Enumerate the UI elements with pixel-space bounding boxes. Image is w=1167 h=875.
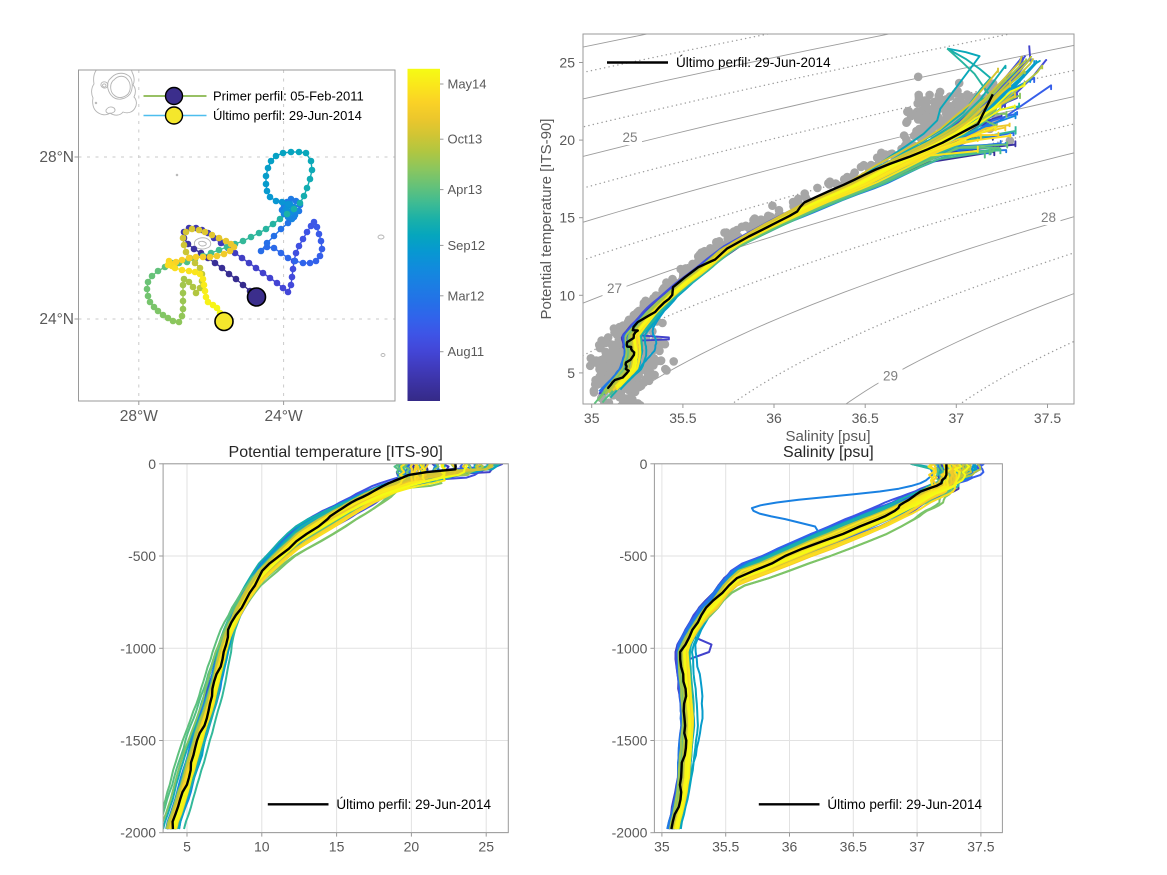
svg-text:35: 35 [584,410,600,426]
svg-text:20: 20 [559,132,575,148]
svg-text:-2000: -2000 [612,825,648,841]
svg-text:24°W: 24°W [265,408,303,425]
svg-text:-2000: -2000 [120,825,156,841]
svg-text:Salinity [psu]: Salinity [psu] [785,428,870,445]
svg-text:Aug11: Aug11 [448,344,485,359]
svg-text:Último perfil: 29-Jun-2014: Último perfil: 29-Jun-2014 [213,108,362,123]
svg-text:25: 25 [622,130,637,145]
svg-text:Último perfil: 29-Jun-2014: Último perfil: 29-Jun-2014 [827,797,982,812]
svg-text:Primer perfil: 05-Feb-2011: Primer perfil: 05-Feb-2011 [213,89,364,104]
svg-text:Potential temperature [ITS-90]: Potential temperature [ITS-90] [229,444,443,461]
svg-text:15: 15 [329,839,345,855]
svg-text:25: 25 [478,839,494,855]
svg-text:36.5: 36.5 [840,839,867,855]
svg-text:Último perfil: 29-Jun-2014: Último perfil: 29-Jun-2014 [336,797,491,812]
svg-text:Oct13: Oct13 [448,132,483,147]
svg-text:Potential temperature [ITS-90]: Potential temperature [ITS-90] [538,119,555,320]
svg-text:37.5: 37.5 [967,839,994,855]
svg-text:28°W: 28°W [120,408,158,425]
svg-text:25: 25 [559,55,575,71]
svg-text:5: 5 [567,365,575,381]
svg-text:36: 36 [782,839,798,855]
svg-text:15: 15 [559,210,575,226]
svg-text:5: 5 [183,839,191,855]
svg-text:Apr13: Apr13 [448,182,483,197]
svg-text:37: 37 [949,410,965,426]
svg-text:28: 28 [1041,210,1056,225]
svg-text:May14: May14 [448,77,487,92]
svg-text:-1500: -1500 [612,733,648,749]
svg-text:-500: -500 [128,548,156,564]
svg-text:24°N: 24°N [39,311,74,328]
svg-text:-500: -500 [619,548,647,564]
svg-text:36.5: 36.5 [852,410,879,426]
svg-text:27: 27 [607,281,622,296]
svg-text:29: 29 [883,369,898,384]
svg-text:-1000: -1000 [120,640,156,656]
svg-text:Último perfil: 29-Jun-2014: Último perfil: 29-Jun-2014 [676,55,831,70]
svg-text:37.5: 37.5 [1034,410,1061,426]
svg-text:37: 37 [909,839,925,855]
svg-text:28°N: 28°N [39,149,74,166]
svg-text:10: 10 [254,839,270,855]
svg-text:35.5: 35.5 [712,839,739,855]
svg-text:Sep12: Sep12 [448,238,486,253]
svg-text:-1000: -1000 [612,640,648,656]
svg-text:0: 0 [640,456,648,472]
svg-text:Mar12: Mar12 [448,288,485,303]
svg-text:35.5: 35.5 [669,410,696,426]
svg-text:Salinity [psu]: Salinity [psu] [783,444,874,461]
svg-text:10: 10 [559,287,575,303]
svg-text:20: 20 [404,839,420,855]
svg-text:0: 0 [148,456,156,472]
svg-text:-1500: -1500 [120,733,156,749]
svg-text:35: 35 [654,839,670,855]
svg-text:36: 36 [766,410,782,426]
